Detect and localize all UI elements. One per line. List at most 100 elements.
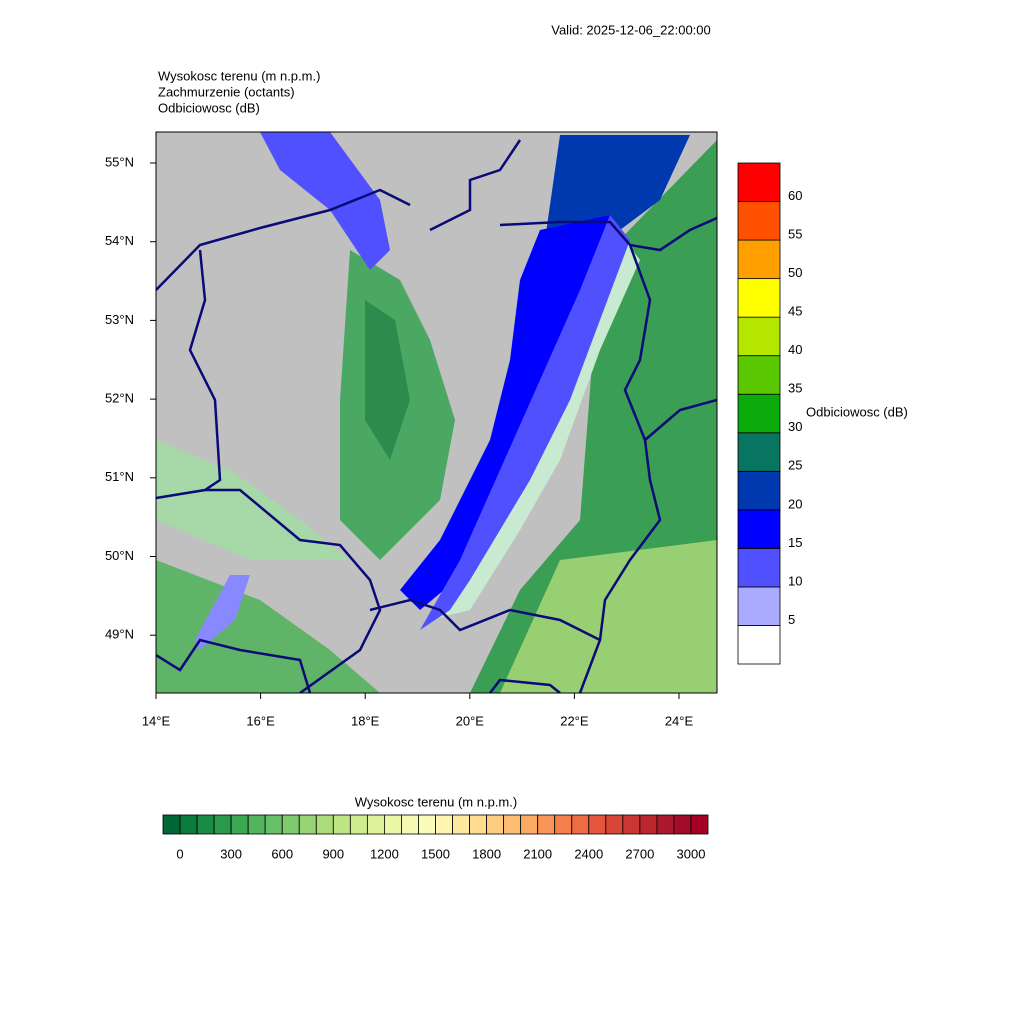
legend-label: 1200 <box>370 846 399 861</box>
legend-label: 300 <box>220 846 242 861</box>
lon-label: 14°E <box>142 713 171 728</box>
legend-label: 15 <box>788 535 802 550</box>
legend-swatch <box>179 814 198 835</box>
map <box>155 131 718 694</box>
legend-swatch <box>537 814 556 835</box>
legend-label: 600 <box>271 846 293 861</box>
legend-label: 900 <box>322 846 344 861</box>
legend-label: 50 <box>788 265 802 280</box>
legend-label: 2400 <box>574 846 603 861</box>
legend-label: 2100 <box>523 846 552 861</box>
legend-label: 40 <box>788 342 802 357</box>
legend-label: 1500 <box>421 846 450 861</box>
legend-swatch <box>656 814 675 835</box>
annotations: 55°N 54°N 53°N 52°N 51°N 50°N 49°N 14°E 16°E 18°E… <box>105 154 908 861</box>
legend-label: 1800 <box>472 846 501 861</box>
legend-swatch <box>639 814 658 835</box>
legend-swatch <box>298 814 317 835</box>
legend-label: 3000 <box>677 846 706 861</box>
legend-swatch <box>737 316 781 357</box>
legend-label: 60 <box>788 188 802 203</box>
lat-label: 49°N <box>105 627 134 642</box>
legend-label: 5 <box>788 612 795 627</box>
terrain <box>500 540 717 693</box>
legend-label: 20 <box>788 496 802 511</box>
legend-swatch <box>737 393 781 434</box>
lon-label: 24°E <box>665 713 694 728</box>
legend-swatch <box>737 355 781 395</box>
legend-swatch <box>737 509 781 549</box>
legend-swatch <box>622 814 641 835</box>
field-label: Zachmurzenie (octants) <box>158 84 295 99</box>
legend-swatch <box>737 625 781 665</box>
legend-title: Odbiciowosc (dB) <box>806 404 908 419</box>
lat-label: 51°N <box>105 469 134 484</box>
legend-swatch <box>384 814 402 835</box>
reflectivity <box>420 215 630 630</box>
terrain <box>365 300 410 460</box>
legend-swatch <box>737 278 781 318</box>
legend-swatch <box>332 814 351 835</box>
legend-title: Wysokosc terenu (m n.p.m.) <box>355 794 517 809</box>
border <box>156 638 312 693</box>
legend-swatch <box>503 814 522 835</box>
legend-swatch <box>737 239 781 280</box>
lat-label: 52°N <box>105 391 134 406</box>
legend-swatch <box>230 814 249 835</box>
legend-swatch <box>605 814 624 835</box>
legend-swatch <box>486 814 505 835</box>
border <box>369 598 602 693</box>
reflectivity <box>260 132 390 270</box>
legend-swatch <box>196 814 215 835</box>
border <box>489 678 561 693</box>
legend-swatch <box>452 814 470 835</box>
legend-swatch <box>281 814 300 835</box>
reflectivity <box>400 215 610 610</box>
coastline <box>429 139 522 232</box>
legend-swatch <box>737 547 781 588</box>
field-label: Odbiciowosc (dB) <box>158 100 260 115</box>
lon-label: 22°E <box>560 713 589 728</box>
legend-label: 2700 <box>625 846 654 861</box>
lon-label: 18°E <box>351 713 380 728</box>
legend-swatch <box>571 814 590 835</box>
lat-label: 54°N <box>105 233 134 248</box>
legend-swatch <box>418 814 436 835</box>
legend-swatch <box>213 814 232 835</box>
legend-swatch <box>435 814 453 835</box>
legend-swatch <box>401 814 419 835</box>
legend-label: 30 <box>788 419 802 434</box>
map-field <box>156 132 717 693</box>
reflectivity <box>195 575 250 650</box>
legend-swatch <box>247 814 266 835</box>
legend-swatch <box>588 814 607 835</box>
lat-label: 55°N <box>105 154 134 169</box>
field-label: Wysokosc terenu (m n.p.m.) <box>158 68 320 83</box>
legend-label: 35 <box>788 381 802 396</box>
legend-swatch <box>162 814 181 835</box>
legend-swatch <box>690 814 709 835</box>
legend-swatch <box>737 432 781 472</box>
lat-label: 53°N <box>105 312 134 327</box>
border <box>623 244 717 443</box>
lat-label: 50°N <box>105 548 134 563</box>
legend-swatch <box>737 470 781 511</box>
lon-label: 20°E <box>456 713 485 728</box>
legend-swatch <box>673 814 692 835</box>
legend-label: 0 <box>176 846 183 861</box>
lon-label: 16°E <box>246 713 275 728</box>
legend-swatch <box>737 201 781 241</box>
legend-swatch <box>554 814 573 835</box>
legend-label: 10 <box>788 573 802 588</box>
legend-swatch <box>469 814 487 835</box>
legend-swatch <box>315 814 334 835</box>
map-frame <box>155 131 718 694</box>
legend-swatch <box>737 162 781 202</box>
border <box>598 439 662 641</box>
legend-label: 25 <box>788 458 802 473</box>
legend-swatch <box>349 814 368 835</box>
border <box>205 488 382 693</box>
legend-label: 45 <box>788 304 802 319</box>
valid-time: Valid: 2025-12-06_22:00:00 <box>551 22 711 37</box>
